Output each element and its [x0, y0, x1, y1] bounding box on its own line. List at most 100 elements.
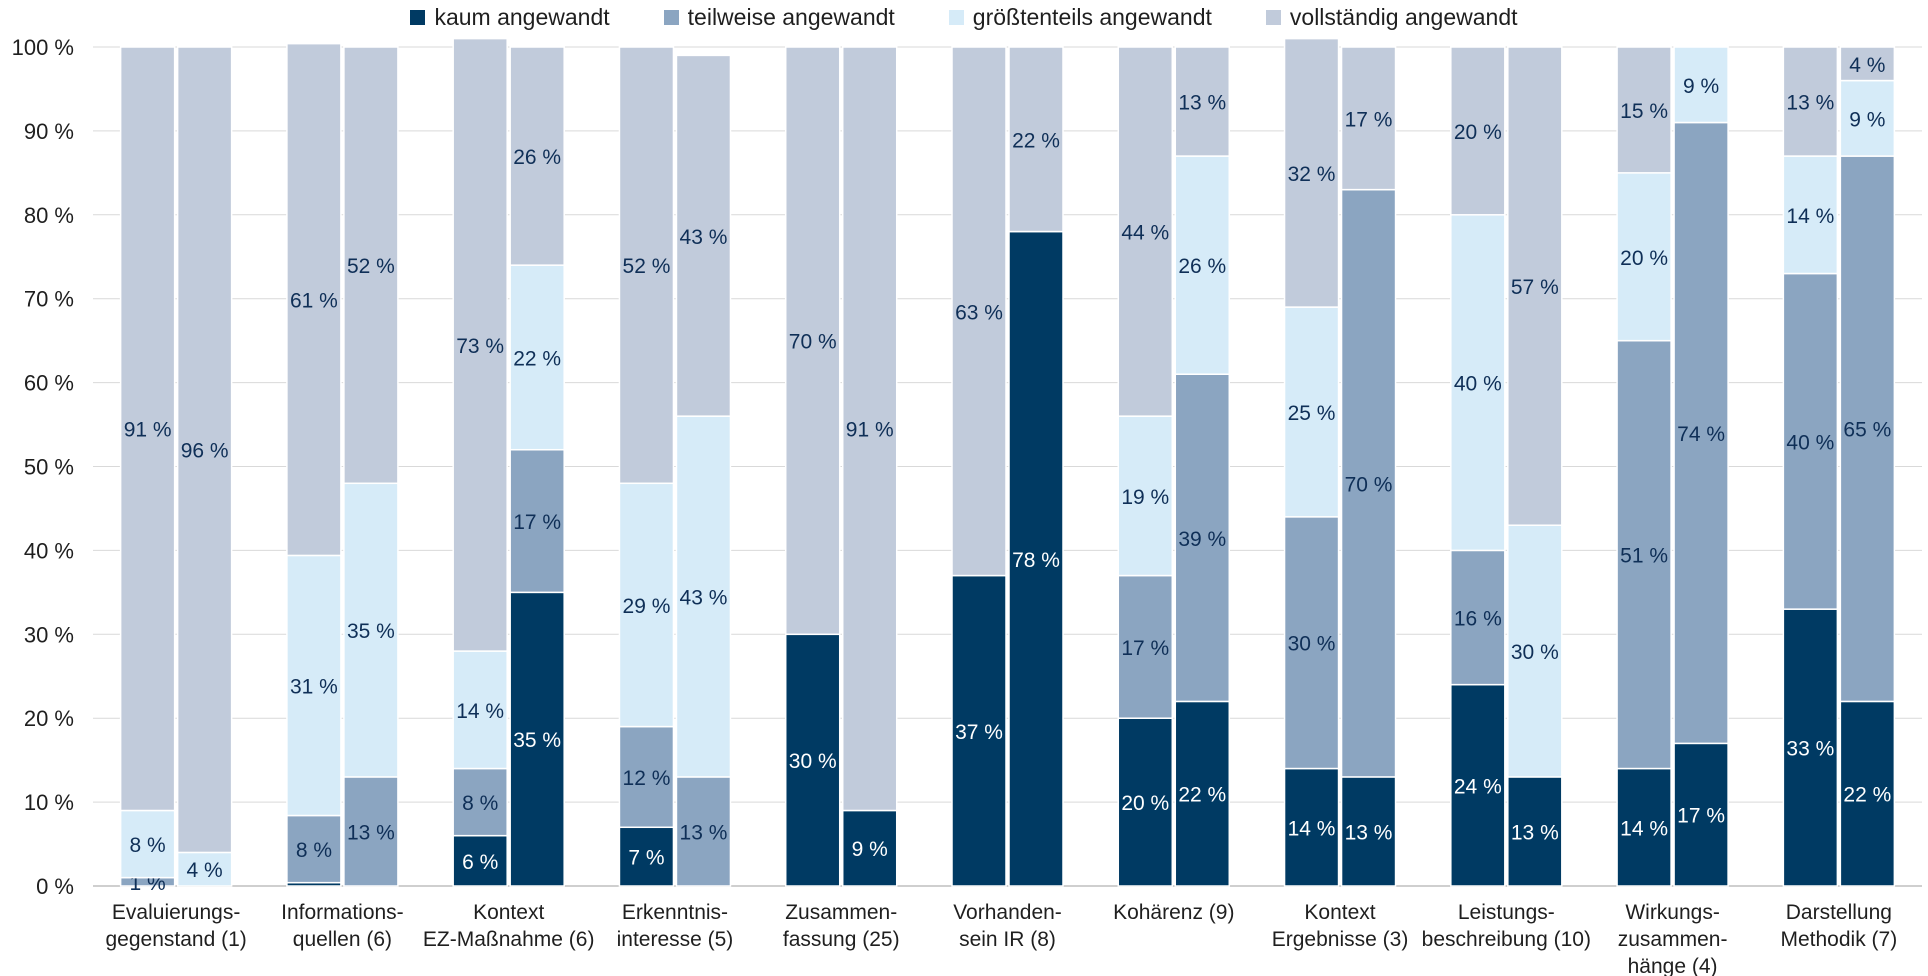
bar-segment	[1507, 46, 1563, 526]
data-label: 8 %	[296, 839, 332, 862]
bar-segment	[1117, 574, 1174, 719]
bar-segment	[452, 37, 508, 652]
data-label: 12 %	[623, 767, 671, 790]
bar-segment	[841, 46, 898, 812]
category-label: interesse (5)	[617, 928, 734, 951]
bar-segment	[509, 591, 565, 887]
data-label: 22 %	[513, 347, 561, 370]
data-label: 8 %	[130, 834, 166, 857]
category-label: Kontext	[473, 901, 544, 924]
category-label: EZ-Maßnahme (6)	[423, 928, 595, 951]
data-label: 43 %	[680, 226, 728, 249]
bar-segment	[1839, 79, 1896, 157]
data-label: 61 %	[290, 290, 338, 313]
data-label: 51 %	[1620, 545, 1668, 568]
category-label: quellen (6)	[293, 928, 392, 951]
bar-segment	[1117, 46, 1174, 417]
data-label: 6 %	[462, 851, 498, 874]
y-tick-label: 70 %	[24, 287, 74, 312]
category-label: Leistungs-	[1458, 901, 1555, 924]
bar-segment	[509, 46, 565, 266]
data-label: 70 %	[789, 331, 837, 354]
bar-segment	[784, 46, 841, 636]
data-label: 20 %	[1454, 121, 1502, 144]
category-label: Darstellung	[1786, 901, 1892, 924]
data-label: 13 %	[1345, 821, 1393, 844]
category-label: sein IR (8)	[959, 928, 1056, 951]
data-label: 4 %	[187, 859, 223, 882]
data-label: 14 %	[1620, 817, 1668, 840]
category-label: Methodik (7)	[1781, 928, 1898, 951]
bar-segment	[1340, 776, 1397, 887]
bar-segment	[119, 46, 176, 812]
y-tick-label: 60 %	[24, 371, 74, 396]
data-label: 32 %	[1288, 163, 1336, 186]
bar-segment	[675, 54, 732, 417]
bar-segment	[1174, 700, 1231, 887]
legend-item: größtenteils angewandt	[948, 4, 1212, 31]
data-label: 33 %	[1786, 738, 1834, 761]
category-label: Kohärenz (9)	[1113, 901, 1234, 924]
data-label: 39 %	[1178, 528, 1226, 551]
data-label: 78 %	[1012, 549, 1060, 572]
data-label: 17 %	[1345, 108, 1393, 131]
bar-segment	[1450, 46, 1506, 216]
data-label: 14 %	[1288, 817, 1336, 840]
data-label: 26 %	[1178, 255, 1226, 278]
bar-segment	[452, 767, 508, 837]
data-label: 30 %	[789, 750, 837, 773]
bar-segment	[1283, 37, 1340, 308]
data-label: 16 %	[1454, 608, 1502, 631]
bar-segment	[1839, 155, 1896, 703]
y-tick-label: 80 %	[24, 203, 74, 228]
category-label: Vorhanden-	[953, 901, 1062, 924]
bar-segment	[1507, 776, 1563, 887]
bar-segment	[1008, 46, 1064, 233]
legend-swatch	[663, 10, 679, 25]
category-label: Erkenntnis-	[622, 901, 728, 924]
data-label: 57 %	[1511, 276, 1559, 299]
data-label: 73 %	[456, 335, 504, 358]
bar-segment	[1174, 155, 1231, 375]
category-label: Kontext	[1304, 901, 1375, 924]
data-label: 96 %	[181, 440, 229, 463]
bar-segment	[1673, 46, 1729, 124]
bar-segment	[286, 814, 342, 884]
data-label: 26 %	[513, 146, 561, 169]
category-label: fassung (25)	[783, 928, 900, 951]
data-label: 35 %	[347, 620, 395, 643]
data-label: 91 %	[124, 419, 172, 442]
category-label: Informations-	[281, 901, 404, 924]
bar-segment	[1782, 46, 1839, 157]
y-tick-label: 20 %	[24, 706, 74, 731]
bar-segment	[1782, 272, 1839, 610]
bar-segment	[286, 554, 342, 817]
bar-segment	[618, 46, 675, 485]
data-label: 4 %	[1849, 54, 1885, 77]
chart-legend: kaum angewandt teilweise angewandt größten…	[0, 4, 1928, 31]
data-label: 24 %	[1454, 775, 1502, 798]
data-label: 43 %	[680, 587, 728, 610]
data-label: 14 %	[456, 700, 504, 723]
data-label: 9 %	[1849, 108, 1885, 131]
data-label: 52 %	[347, 255, 395, 278]
bar-segment	[452, 834, 508, 887]
category-label: Zusammen-	[785, 901, 897, 924]
category-label: beschreibung (10)	[1422, 928, 1591, 951]
bar-segment	[1839, 46, 1896, 82]
legend-label: vollständig angewandt	[1289, 4, 1518, 30]
y-tick-label: 10 %	[24, 790, 74, 815]
data-label: 44 %	[1121, 222, 1169, 245]
bar-segment	[343, 482, 399, 778]
bar-segment	[1283, 767, 1340, 887]
bar-segment	[1782, 155, 1839, 275]
data-label: 22 %	[1012, 129, 1060, 152]
bar-segment	[1117, 415, 1174, 577]
y-tick-label: 90 %	[24, 119, 74, 144]
data-label: 17 %	[513, 511, 561, 534]
legend-swatch	[1265, 10, 1281, 25]
data-label: 7 %	[628, 847, 664, 870]
bar-segment	[1174, 373, 1231, 703]
data-label: 13 %	[1178, 92, 1226, 115]
bar-segment	[1008, 230, 1064, 887]
